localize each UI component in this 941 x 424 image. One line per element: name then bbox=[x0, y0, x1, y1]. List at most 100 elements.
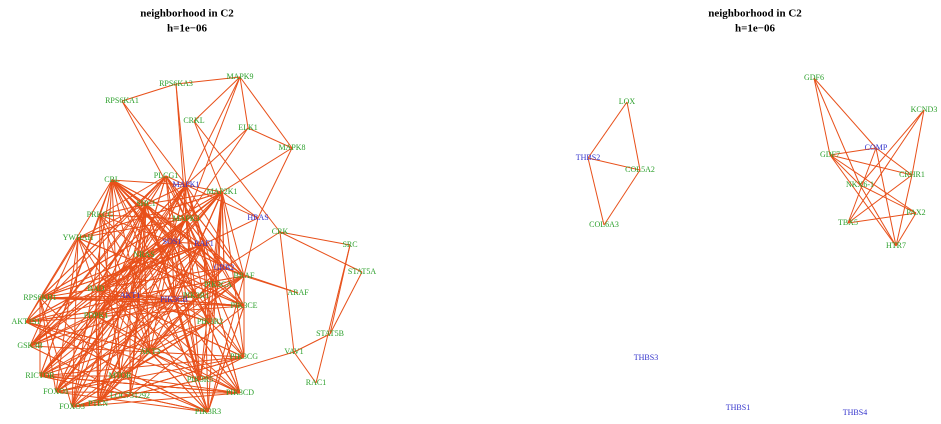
edge bbox=[143, 254, 245, 307]
edge bbox=[29, 345, 151, 353]
edge bbox=[279, 231, 295, 353]
edge bbox=[193, 76, 241, 122]
edge bbox=[111, 179, 187, 186]
edge bbox=[829, 147, 877, 156]
edge bbox=[99, 203, 147, 216]
node-label: RICTOR bbox=[25, 371, 55, 380]
edge bbox=[813, 77, 831, 156]
edge bbox=[847, 109, 925, 224]
edge bbox=[279, 231, 363, 273]
edge bbox=[39, 254, 145, 377]
edge bbox=[95, 288, 245, 358]
node-label: SRC bbox=[342, 240, 357, 249]
edge bbox=[39, 356, 245, 377]
edge bbox=[603, 169, 641, 226]
edge bbox=[257, 147, 293, 219]
edge bbox=[207, 305, 245, 413]
edge bbox=[77, 191, 223, 239]
node-label: MAPK1 bbox=[172, 180, 199, 189]
node-label: GSK3B bbox=[17, 341, 42, 350]
edge bbox=[829, 154, 917, 214]
node-label: RPS6KA1 bbox=[105, 96, 139, 105]
edge bbox=[209, 321, 245, 358]
edge bbox=[55, 391, 209, 413]
edge bbox=[97, 218, 187, 405]
node-label: CRHR1 bbox=[899, 170, 925, 179]
edge bbox=[149, 321, 211, 353]
edge bbox=[293, 351, 317, 384]
edge bbox=[55, 267, 225, 393]
edge bbox=[99, 214, 145, 256]
edge bbox=[185, 218, 245, 358]
node-label: CRKL bbox=[183, 116, 204, 125]
edge bbox=[119, 375, 241, 394]
edge bbox=[111, 179, 245, 307]
edge bbox=[279, 231, 351, 246]
node-label: HRAS bbox=[247, 213, 268, 222]
node-label: BRAF bbox=[234, 271, 255, 280]
edge bbox=[239, 76, 249, 129]
edge bbox=[99, 214, 187, 220]
node-label: LOX bbox=[619, 97, 636, 106]
node-label: FOXO3 bbox=[59, 402, 85, 411]
node-label: RPS6KA3 bbox=[159, 79, 193, 88]
edge bbox=[145, 184, 187, 205]
edge bbox=[39, 375, 209, 413]
node-label: ARAF bbox=[287, 288, 309, 297]
node-label: MAPK8 bbox=[278, 143, 305, 152]
edge bbox=[55, 191, 223, 393]
node-label: PIK3CD bbox=[226, 388, 254, 397]
edge bbox=[95, 175, 167, 290]
edge bbox=[97, 243, 205, 405]
edge bbox=[185, 184, 219, 286]
node-label: PRKCG bbox=[87, 210, 114, 219]
node-label: ELK1 bbox=[238, 123, 258, 132]
edge bbox=[95, 218, 187, 290]
node-label: MAPK3 bbox=[172, 214, 199, 223]
node-label: CBL bbox=[104, 175, 120, 184]
edge bbox=[847, 174, 913, 224]
node-label: GDF6 bbox=[804, 73, 824, 82]
edge bbox=[95, 254, 145, 317]
node-label: PLCG1 bbox=[154, 171, 178, 180]
edge bbox=[895, 212, 917, 247]
edge bbox=[39, 191, 223, 299]
node-label: THBS1 bbox=[726, 403, 750, 412]
edge bbox=[39, 295, 131, 299]
edge bbox=[119, 375, 209, 413]
edge bbox=[71, 395, 131, 408]
edge bbox=[143, 203, 147, 256]
edge bbox=[221, 147, 293, 193]
edge bbox=[129, 203, 147, 297]
node-label: THBS4 bbox=[843, 408, 867, 417]
edge bbox=[111, 179, 211, 323]
node-label: PAX2 bbox=[906, 208, 925, 217]
edge bbox=[97, 375, 121, 405]
edge bbox=[185, 76, 241, 186]
nodes: MAPK9 RPS6KA3 RPS6KA1 CRKL ELK1 MAPK8 CBL PLCG1… bbox=[12, 72, 938, 417]
edge bbox=[813, 77, 861, 186]
edge bbox=[129, 295, 241, 394]
edge bbox=[71, 392, 241, 408]
node-label: PIK3CG bbox=[230, 352, 258, 361]
node-label: PIK3CE bbox=[230, 301, 257, 310]
edge bbox=[111, 179, 187, 220]
edge bbox=[25, 305, 245, 323]
edge bbox=[185, 184, 223, 193]
edge bbox=[39, 179, 113, 299]
edge bbox=[199, 191, 223, 381]
edge bbox=[143, 254, 209, 413]
edge bbox=[129, 275, 245, 297]
node-label: TBX5 bbox=[838, 218, 858, 227]
edge bbox=[145, 203, 201, 381]
edge bbox=[165, 175, 187, 220]
node-label: LOC731292 bbox=[110, 391, 150, 400]
node-label: COL5A2 bbox=[625, 165, 655, 174]
node-label: THBS2 bbox=[576, 153, 600, 162]
edge bbox=[149, 351, 201, 381]
edge bbox=[173, 299, 209, 413]
edge bbox=[25, 297, 41, 323]
edge bbox=[39, 191, 223, 377]
edge bbox=[129, 305, 245, 397]
edge bbox=[111, 179, 121, 377]
